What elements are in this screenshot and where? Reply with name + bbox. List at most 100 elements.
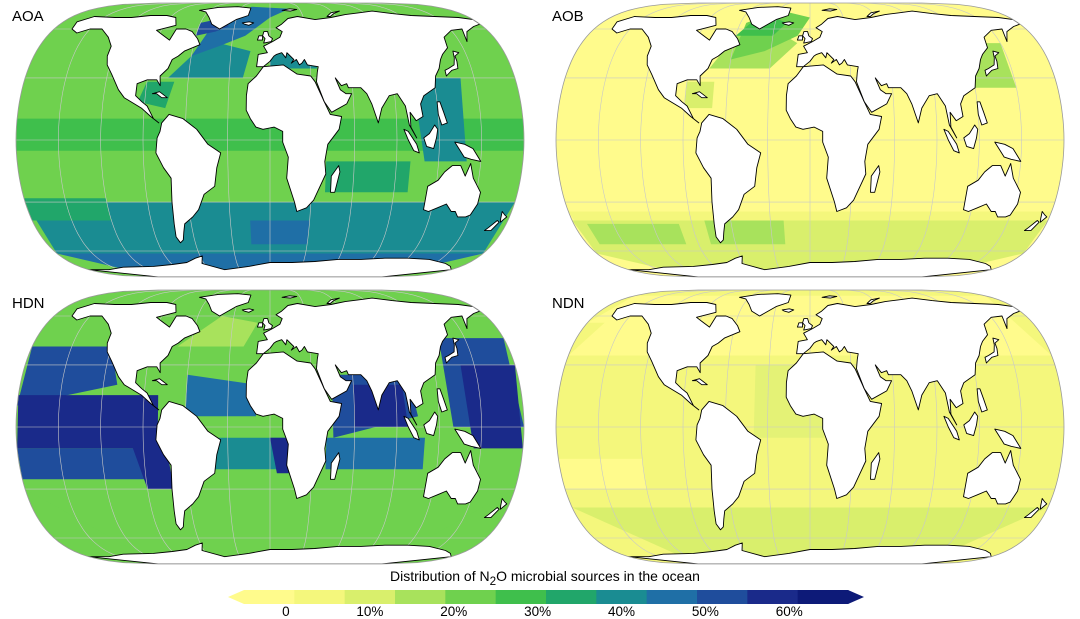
map-panel-aoa: AOA: [0, 0, 540, 285]
colorbar-tick-label: 0: [282, 604, 290, 619]
ocean-field-region: [325, 437, 425, 470]
land-iceland: [781, 21, 795, 26]
colorbar-swatch: [747, 590, 799, 604]
ocean-field-region: [270, 437, 290, 474]
land-philippines: [436, 101, 448, 126]
world-map-hdn: [15, 289, 525, 565]
land-greenland: [199, 6, 252, 30]
land-africa: [245, 64, 343, 212]
land-southAmerica: [155, 400, 222, 531]
land-ireland: [796, 322, 804, 328]
land-britain: [802, 31, 813, 44]
ocean-field-region: [587, 223, 687, 245]
land-japan: [444, 50, 460, 77]
land-novaya: [326, 10, 340, 17]
land-japan: [984, 337, 1000, 364]
land-svalbard: [281, 8, 298, 12]
landmasses: [611, 6, 1048, 277]
land-iceland: [781, 308, 795, 313]
colorbar-low-arrow: [228, 590, 245, 604]
ocean-field-region: [353, 384, 409, 427]
land-madagascar: [330, 165, 341, 193]
land-philippines: [436, 388, 448, 413]
land-australia: [963, 450, 1021, 505]
land-newGuinea: [994, 141, 1022, 162]
panel-label-aob: AOB: [552, 8, 584, 25]
map-panel-ndn: NDN: [540, 287, 1080, 572]
land-southAmerica: [695, 113, 762, 244]
land-northAmerica: [71, 15, 201, 124]
land-britain: [262, 318, 273, 331]
world-map-aoa: [15, 2, 525, 278]
land-borneo: [423, 411, 439, 437]
land-antarctica: [88, 542, 452, 564]
land-novaya: [326, 297, 340, 304]
land-japan: [444, 337, 460, 364]
landmasses: [71, 6, 508, 277]
ocean-field-region: [17, 448, 160, 480]
land-sumatra: [943, 415, 960, 441]
land-southAmerica: [155, 113, 222, 244]
land-northAmerica: [611, 302, 741, 411]
colorbar-tick-label: 60%: [775, 604, 803, 619]
land-newZealandN: [1039, 211, 1048, 223]
colorbar-title-sub: 2: [489, 574, 497, 588]
land-svalbard: [281, 295, 298, 299]
world-map-aob: [555, 2, 1065, 278]
colorbar-swatch: [294, 590, 346, 604]
land-madagascar: [870, 452, 881, 480]
land-cuba: [151, 91, 168, 99]
colorbar-title: Distribution of N2O microbial sources in…: [0, 568, 1080, 588]
land-eurasia: [256, 10, 481, 139]
land-ireland: [256, 35, 264, 41]
colorbar-title-post: O microbial sources in the ocean: [496, 568, 700, 584]
land-africa: [785, 64, 883, 212]
land-madagascar: [330, 452, 341, 480]
ocean-field-region: [177, 316, 258, 347]
land-sumatra: [403, 415, 420, 441]
ocean-field-region: [460, 364, 523, 449]
land-eurasia: [256, 297, 481, 426]
colorbar-tick-label: 50%: [691, 604, 719, 619]
map-outline: [555, 289, 1065, 565]
land-newZealandS: [483, 220, 500, 232]
land-ireland: [256, 322, 264, 328]
land-britain: [262, 31, 273, 44]
ocean-field-region: [250, 220, 310, 245]
land-antarctica: [628, 255, 992, 277]
land-greenland: [199, 293, 252, 317]
land-newZealandN: [499, 211, 508, 223]
land-japan: [984, 50, 1000, 77]
colorbar-tick-label: 10%: [356, 604, 384, 619]
land-iceland: [241, 21, 255, 26]
colorbar-swatch: [596, 590, 648, 604]
land-africa: [785, 351, 883, 499]
world-map-ndn: [555, 289, 1065, 565]
map-outline: [555, 2, 1065, 278]
land-novaya: [866, 297, 880, 304]
map-outline: [15, 289, 525, 565]
panel-label-hdn: HDN: [12, 295, 45, 312]
land-antarctica: [628, 542, 992, 564]
land-sumatra: [403, 128, 420, 154]
land-newGuinea: [994, 428, 1022, 449]
ocean-field-region: [17, 346, 118, 406]
land-iceland: [241, 308, 255, 313]
land-eurasia: [796, 297, 1021, 426]
ocean-field-region: [325, 161, 411, 193]
panel-label-aoa: AOA: [12, 8, 44, 25]
land-svalbard: [821, 8, 838, 12]
land-newZealandS: [1023, 220, 1040, 232]
ocean-field-region: [137, 81, 175, 109]
colorbar: [228, 590, 864, 604]
land-southAmerica: [695, 400, 762, 531]
land-greenland: [739, 6, 792, 30]
ocean-field-region: [185, 374, 257, 417]
land-northAmerica: [71, 302, 201, 411]
ocean-field-region: [17, 395, 159, 449]
land-australia: [423, 163, 481, 218]
colorbar-swatch: [546, 590, 597, 604]
land-cuba: [691, 91, 708, 99]
land-borneo: [963, 124, 979, 150]
land-svalbard: [821, 295, 838, 299]
